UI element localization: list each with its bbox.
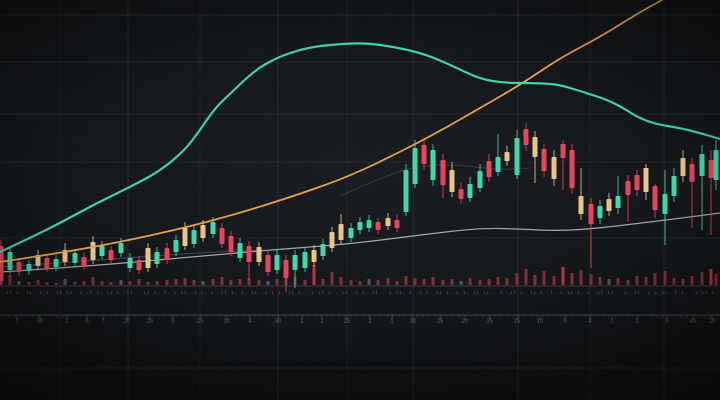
grain-overlay: [0, 0, 720, 400]
candlestick-chart[interactable]: .ıl ı. ıı .l ı .ıl ıı. ı .l ı. ıı ı .ıl …: [0, 0, 720, 400]
chart-root: .ıl ı. ıı .l ı .ıl ıı. ı .l ı. ıı ı .ıl …: [0, 0, 720, 400]
